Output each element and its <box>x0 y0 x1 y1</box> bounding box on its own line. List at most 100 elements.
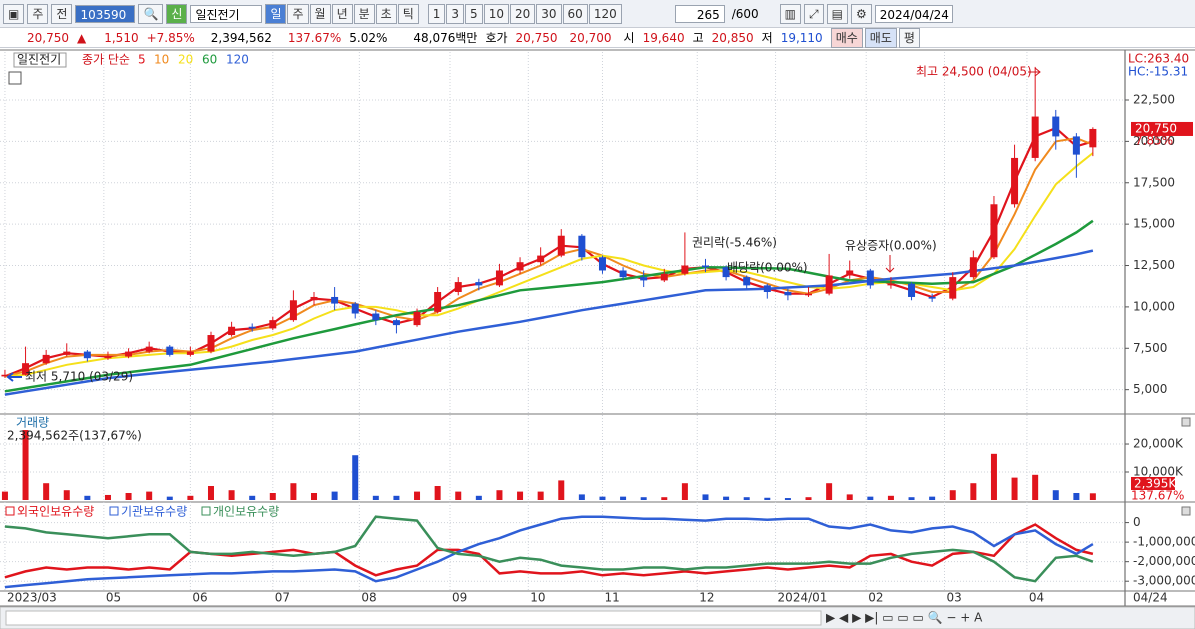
tool-button[interactable]: ▥ <box>779 3 802 24</box>
candle-body <box>42 354 50 364</box>
lc-label: LC:263.40 <box>1128 52 1189 66</box>
x-tick-label: 10 <box>530 591 545 605</box>
interval-button[interactable]: 3 <box>446 3 465 24</box>
period-button[interactable]: 월 <box>309 3 331 24</box>
interval-button[interactable]: 120 <box>588 3 622 24</box>
x-tick-label: 2023/03 <box>7 591 57 605</box>
candle-body <box>949 277 957 299</box>
x-tick-label: 05 <box>106 591 121 605</box>
volume-bar <box>228 490 235 500</box>
period-button[interactable]: 일 <box>265 3 287 24</box>
period-button[interactable]: 년 <box>331 3 353 24</box>
volume-bar <box>578 494 585 500</box>
interval-button[interactable]: 20 <box>509 3 536 24</box>
market-select[interactable]: 주 <box>27 3 49 24</box>
hc-label: HC:-15.31 <box>1128 65 1188 79</box>
interval-button[interactable]: 60 <box>562 3 588 24</box>
candle-body <box>454 282 462 292</box>
volume-bar <box>929 496 936 500</box>
annotation: 최저 5,710 (03/29) <box>25 370 133 384</box>
candle-body <box>805 293 813 296</box>
legend-entry: 5 <box>138 53 146 67</box>
avg-button[interactable]: 평 <box>898 27 920 48</box>
buy-button[interactable]: 매수 <box>830 27 863 48</box>
volume-bar <box>826 483 833 500</box>
legend-label: 종가 단순 <box>82 53 130 67</box>
panel-icon <box>1181 506 1191 516</box>
volume-bar <box>1011 477 1018 500</box>
annotation-arrow <box>1028 67 1041 77</box>
volume-bar <box>372 495 379 500</box>
y-tick-label: 7,500 <box>1133 341 1167 355</box>
volume-bar <box>434 486 441 500</box>
volume-bar <box>125 493 132 500</box>
date-input[interactable]: 2024/04/24 <box>874 4 953 23</box>
candle-body <box>701 265 709 268</box>
period-button[interactable]: 초 <box>375 3 397 24</box>
tool-button[interactable]: ⤢ <box>804 3 824 24</box>
x-tick-label: 06 <box>192 591 207 605</box>
y-tick-label: 12,500 <box>1133 258 1175 272</box>
volume-bar <box>846 494 853 500</box>
bid-label: 호가 <box>485 31 508 45</box>
volume-bar <box>475 495 482 500</box>
code-input[interactable]: 103590 <box>75 4 136 23</box>
volume-bar <box>1 491 8 500</box>
interval-button[interactable]: 1 <box>427 3 446 24</box>
annotation: 최고 24,500 (04/05) <box>916 65 1032 79</box>
candle-body <box>990 204 998 258</box>
y-tick-label: 10,000K <box>1133 465 1184 479</box>
candle-body <box>207 335 215 352</box>
annotation-arrow <box>6 372 22 382</box>
volume-bar <box>970 483 977 500</box>
interval-button[interactable]: 5 <box>465 3 483 24</box>
interval-button[interactable]: 10 <box>483 3 509 24</box>
tool-button[interactable]: ▤ <box>826 3 848 24</box>
volume-bar <box>784 498 791 500</box>
annotation: 권리락(-5.46%) <box>692 236 777 250</box>
candle-body <box>289 300 297 321</box>
search-button[interactable]: 🔍 <box>138 3 164 24</box>
candle-body <box>310 296 318 301</box>
candle-body <box>866 270 874 286</box>
y-tick-label: -2,000,000 <box>1133 554 1195 568</box>
interval-button[interactable]: 30 <box>536 3 562 24</box>
period-button[interactable]: 분 <box>353 3 375 24</box>
count-input[interactable]: 265 <box>674 4 725 23</box>
high-label: 고 <box>692 31 704 45</box>
holding-line <box>4 515 1094 589</box>
holding-line <box>4 515 1094 583</box>
candle-body <box>186 351 194 355</box>
volume-bar <box>558 480 565 500</box>
volume-bar <box>290 483 297 500</box>
y-tick-label: 10,000 <box>1133 299 1175 313</box>
candle-body <box>763 285 771 292</box>
volume-bar <box>352 455 359 500</box>
max-count: /600 <box>731 6 759 21</box>
volume-bar <box>393 495 400 500</box>
candle-body <box>104 356 112 359</box>
candle-body <box>578 235 586 258</box>
period-button[interactable]: 주 <box>287 3 309 24</box>
volume-bar <box>331 491 338 500</box>
tool-button[interactable]: ⚙ <box>850 3 872 24</box>
legend-entry: 개인보유수량 <box>213 505 279 519</box>
panel-subtitle: 2,394,562주(137,67%) <box>7 429 142 443</box>
candle-body <box>619 270 627 278</box>
prev-button[interactable]: 전 <box>51 3 73 24</box>
volume-ratio: 137.67% <box>287 30 342 45</box>
period-button[interactable]: 틱 <box>397 3 419 24</box>
price: 20,750 <box>27 30 69 45</box>
x-tick-label: 04 <box>1029 591 1044 605</box>
candle-body <box>825 275 833 294</box>
x-tick-label: 2024/01 <box>778 591 828 605</box>
legend-entry: 60 <box>202 53 217 67</box>
menu-icon[interactable]: ▣ <box>3 3 25 24</box>
sell-button[interactable]: 매도 <box>864 27 897 48</box>
ma-line <box>4 249 1094 396</box>
volume-bar <box>1073 493 1080 500</box>
scroll-controls: ▶ ◀ ▶ ▶| ▭ ▭ ▭ 🔍 − + A <box>826 610 983 625</box>
ma-line <box>4 219 1094 393</box>
scroll-track <box>5 610 822 626</box>
